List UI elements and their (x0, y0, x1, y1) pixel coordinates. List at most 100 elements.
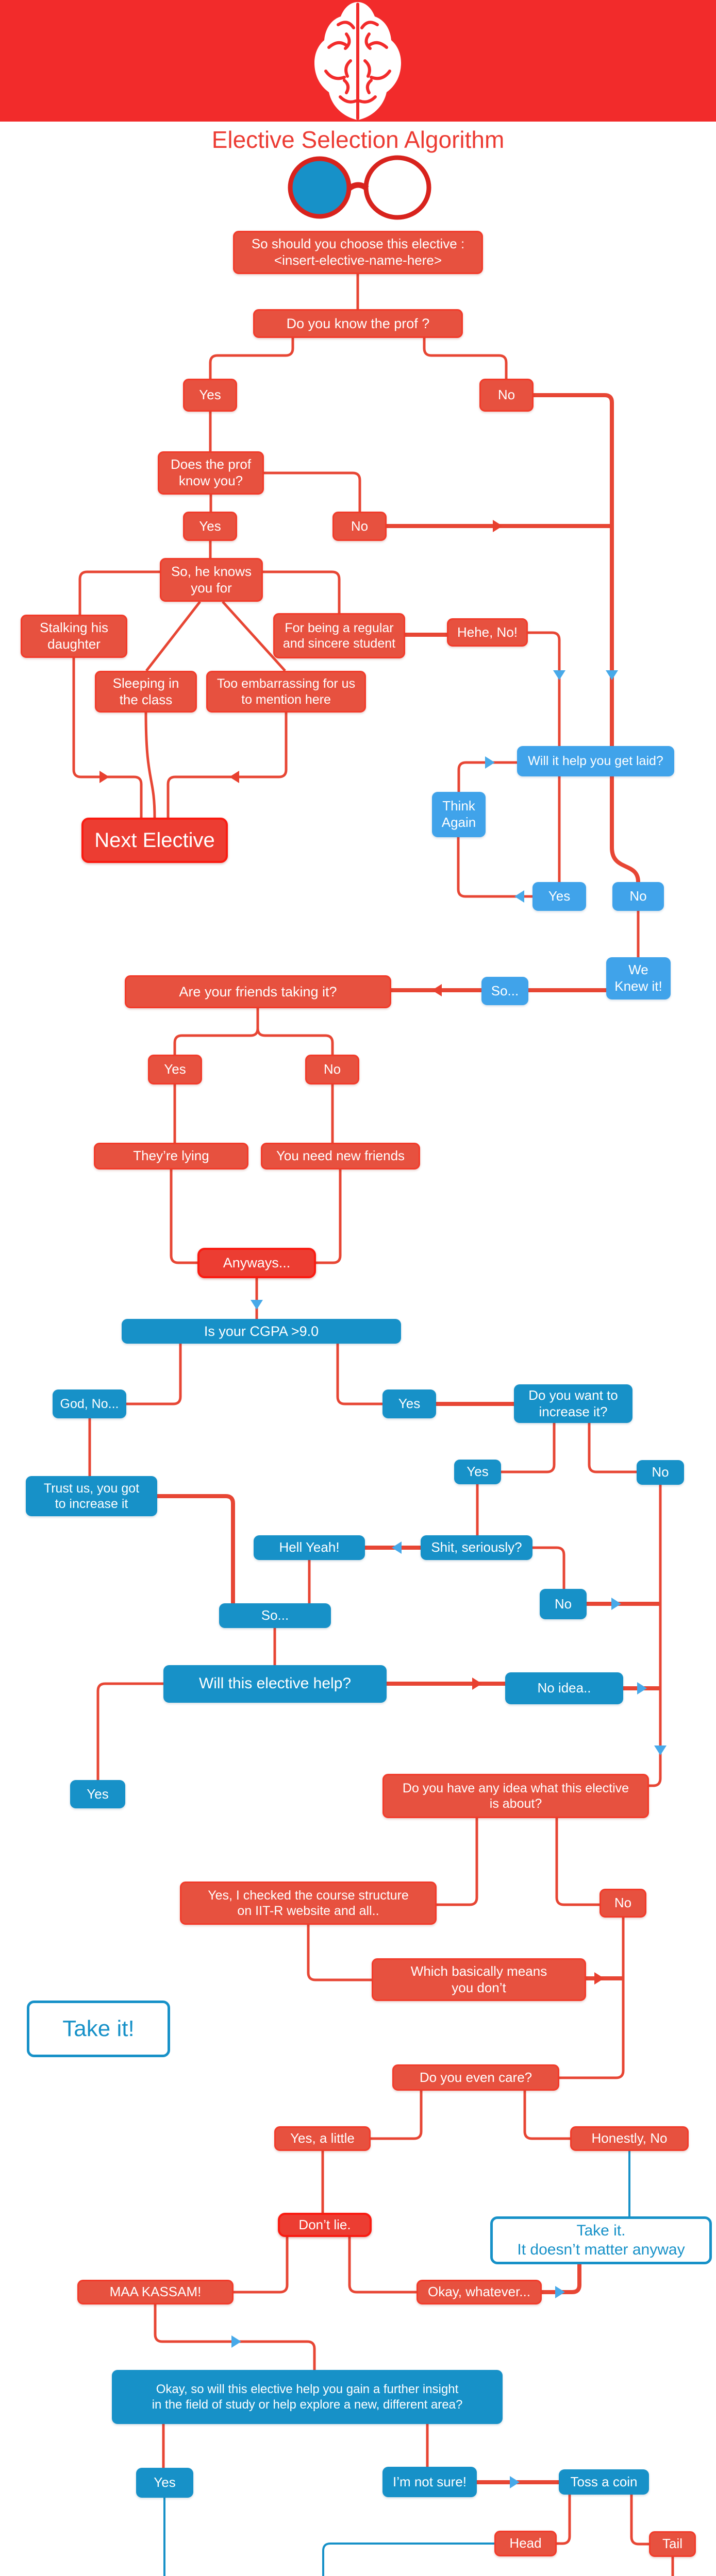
node-laid_no: No (612, 882, 664, 911)
edge-dont_lie-okay_whatever (348, 2237, 417, 2294)
node-means_dont: Which basically means you don’t (372, 1958, 586, 2001)
node-we_knew_it: We Knew it! (606, 957, 671, 999)
glasses-icon (288, 155, 431, 220)
node-insight_question: Okay, so will this elective help you gai… (112, 2370, 503, 2424)
node-help_yes: Yes (70, 1780, 125, 1808)
arrowhead-down (606, 670, 618, 680)
node-trust_us: Trust us, you got to increase it (26, 1476, 157, 1516)
arrowhead-left (229, 771, 239, 783)
edge-okay_whatever-take_it_matter (542, 2264, 581, 2294)
node-seriously_no: No (540, 1589, 587, 1619)
node-checked_structure: Yes, I checked the course structure on I… (180, 1882, 437, 1925)
edge-knows_you_for-stalking (78, 570, 160, 615)
node-friends_yes: Yes (148, 1055, 202, 1084)
edge-lying-anyways (170, 1170, 197, 1264)
edge-knows_you_for-too_embarrassing (222, 601, 286, 672)
node-friends_no: No (305, 1055, 359, 1084)
node-know_prof: Do you know the prof ? (253, 309, 463, 338)
node-toss_coin: Toss a coin (559, 2469, 649, 2495)
node-not_sure: I’m not sure! (382, 2467, 477, 2497)
edge-knows_you_for-regular (263, 570, 341, 613)
arrowhead-right (611, 1598, 621, 1610)
edge-too_embarrassing-next_elective (166, 713, 288, 818)
node-hell_yeah: Hell Yeah! (254, 1535, 365, 1560)
edge-friends_taking-yes (173, 1008, 259, 1055)
edge-hehe_no-get_laid (528, 631, 561, 882)
node-head: Head (494, 2531, 557, 2556)
arrowhead-down (654, 1745, 667, 1755)
edge-any_idea-checked (437, 1818, 478, 1906)
arrowhead-down (251, 1300, 263, 1310)
arrowhead-down (553, 670, 565, 680)
edge-laid_yes-think_again (457, 837, 532, 898)
node-yes_know_prof: Yes (183, 379, 237, 412)
node-yes_a_little: Yes, a little (274, 2126, 371, 2151)
edge-know_prof-yes (209, 338, 294, 379)
edge-increase_no-any_idea (649, 1485, 662, 1787)
brain-icon (314, 2, 401, 120)
node-cgpa: Is your CGPA >9.0 (122, 1319, 401, 1344)
node-take_it_1: Take it! (27, 2001, 170, 2057)
arrowhead-right (99, 771, 109, 783)
edge-any_idea-idea_no (555, 1818, 600, 1906)
edge-toss_coin-tail (630, 2495, 649, 2546)
node-okay_whatever: Okay, whatever... (417, 2280, 542, 2304)
edge-sleeping-next_elective (144, 712, 156, 818)
edge-head-take_it_big (322, 2543, 494, 2576)
node-next_elective_1: Next Elective (81, 818, 228, 863)
node-even_care: Do you even care? (392, 2064, 559, 2091)
edge-want_increase-yes (501, 1423, 556, 1473)
node-prof_knows_you: Does the prof know you? (158, 451, 264, 495)
arrowhead-left (392, 1541, 402, 1554)
edge-maa_kassam-insight_question (154, 2304, 316, 2370)
node-cgpa_yes: Yes (382, 1389, 436, 1418)
node-so_2: So... (219, 1603, 331, 1628)
node-theyre_lying: They’re lying (94, 1143, 248, 1170)
node-friends_taking: Are your friends taking it? (125, 975, 391, 1008)
node-anyways: Anyways... (197, 1248, 316, 1278)
node-too_embarrassing: Too embarrassing for us to mention here (206, 671, 366, 713)
edge-know_prof-no (423, 338, 508, 379)
node-laid_yes: Yes (532, 882, 586, 911)
arrowhead-right (637, 1682, 647, 1694)
node-increase_no: No (637, 1460, 684, 1485)
edge-want_increase-no (588, 1423, 637, 1473)
edge-friends_taking-no (256, 1028, 334, 1055)
node-god_no: God, No... (53, 1389, 126, 1418)
edge-knows_you_for-sleeping (145, 601, 201, 672)
node-stalking_daughter: Stalking his daughter (21, 615, 127, 658)
node-need_new_friends: You need new friends (261, 1143, 420, 1170)
edge-checked-means_dont (307, 1925, 372, 1981)
node-no_know_prof: No (479, 379, 534, 412)
node-get_laid: Will it help you get laid? (517, 746, 674, 776)
node-hehe_no: Hehe, No! (447, 618, 528, 647)
node-elective_help: Will this elective help? (163, 1665, 387, 1703)
edge-dont_lie-maa_kassam (234, 2237, 289, 2294)
edge-even_care-honestly_no (523, 2091, 570, 2140)
node-no_idea: No idea.. (505, 1672, 623, 1704)
node-idea_no: No (600, 1889, 646, 1918)
node-take_it_matter: Take it. It doesn’t matter anyway (490, 2216, 712, 2264)
edge-toss_coin-head (557, 2495, 571, 2545)
edge-trust_us-so_2 (157, 1494, 235, 1603)
arrowhead-right (510, 2476, 520, 2488)
arrowhead-right (485, 756, 495, 769)
arrowhead-left (514, 890, 524, 903)
arrowhead-left (432, 984, 442, 996)
node-shit_seriously: Shit, seriously? (421, 1535, 532, 1560)
page-title: Elective Selection Algorithm (211, 126, 505, 153)
node-knows_you_for: So, he knows you for (160, 558, 263, 602)
node-insight_yes: Yes (136, 2468, 193, 2498)
header-banner (0, 0, 716, 122)
arrowhead-right (231, 2335, 241, 2348)
arrowhead-right (472, 1677, 482, 1690)
edge-elective_help-help_yes (96, 1682, 163, 1780)
node-honestly_no: Honestly, No (570, 2126, 689, 2151)
node-start: So should you choose this elective : <in… (233, 231, 483, 274)
edge-cgpa-god_no (126, 1344, 182, 1405)
edge-new_friends-anyways (316, 1170, 342, 1264)
edge-think_again-get_laid (457, 761, 517, 792)
arrowhead-right (555, 2286, 565, 2298)
edge-idea_no-even_care (559, 1918, 625, 2079)
